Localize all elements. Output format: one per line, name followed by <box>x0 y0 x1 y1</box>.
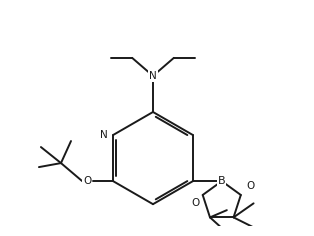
Text: N: N <box>100 130 107 140</box>
Text: N: N <box>149 71 157 81</box>
Text: O: O <box>191 198 199 208</box>
Text: O: O <box>83 176 91 186</box>
Text: O: O <box>246 181 254 191</box>
Text: B: B <box>218 176 225 186</box>
